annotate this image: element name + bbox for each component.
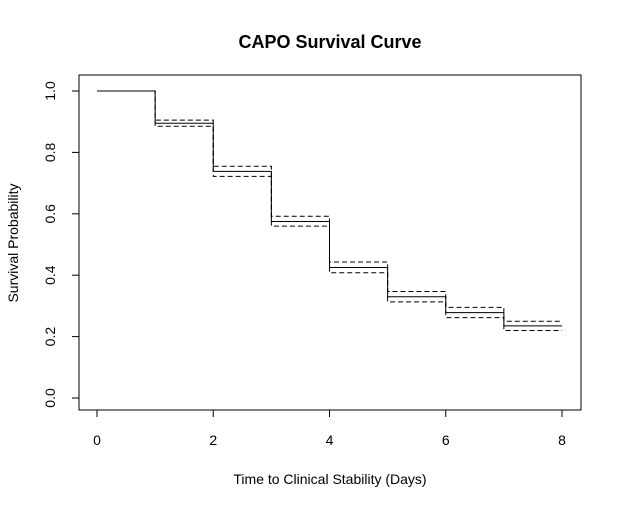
- series-group: [97, 90, 562, 331]
- confidence-band-line-2: [97, 90, 562, 331]
- y-tick-label: 0.4: [42, 265, 58, 285]
- x-tick-label: 0: [93, 432, 101, 448]
- y-tick-label: 0.6: [42, 204, 58, 224]
- x-tick-label: 6: [442, 432, 450, 448]
- y-tick-label: 0.8: [42, 142, 58, 162]
- y-axis: 0.0 0.2 0.4 0.6 0.8 1.0: [42, 81, 80, 408]
- x-axis-label: Time to Clinical Stability (Days): [233, 471, 426, 487]
- y-tick-label: 0.2: [42, 327, 58, 347]
- confidence-band-line-1: [97, 90, 562, 322]
- x-axis: 0 2 4 6 8: [93, 409, 566, 448]
- y-axis-label: Survival Probability: [5, 183, 21, 302]
- chart-title: CAPO Survival Curve: [238, 32, 421, 52]
- x-tick-label: 2: [209, 432, 217, 448]
- y-tick-label: 1.0: [42, 81, 58, 101]
- y-tick-label: 0.0: [42, 388, 58, 408]
- x-tick-label: 4: [326, 432, 334, 448]
- x-tick-label: 8: [558, 432, 566, 448]
